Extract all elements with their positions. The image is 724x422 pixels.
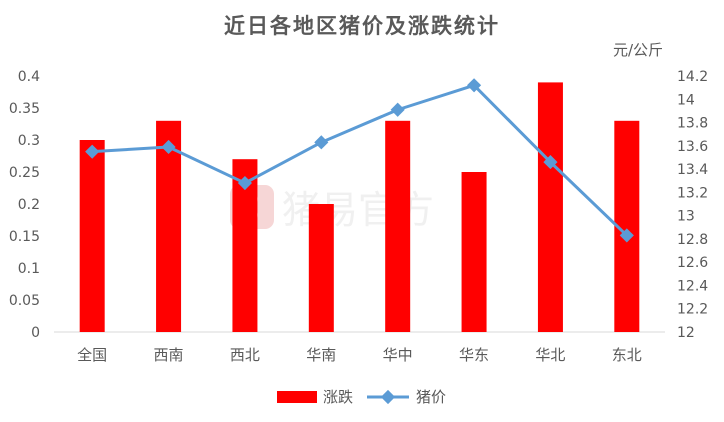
- left-axis-ticks: 0 0.05 0.1 0.15 0.2 0.25 0.3 0.35 0.4: [9, 69, 40, 341]
- price-point-4: [314, 135, 329, 150]
- price-point-8: [619, 228, 634, 243]
- right-tick-label: 13.6: [677, 139, 708, 155]
- chart-title: 近日各地区猪价及涨跌统计: [224, 13, 500, 38]
- bar-5: [385, 120, 411, 332]
- bar-7: [537, 82, 563, 333]
- category-label: 华南: [306, 346, 336, 364]
- right-tick-label: 14: [677, 92, 695, 108]
- bar-1: [79, 140, 105, 332]
- legend-label-zhangdie: 涨跌: [323, 388, 353, 406]
- bar-2: [156, 120, 182, 332]
- category-label: 全国: [77, 346, 107, 364]
- right-tick-label: 12.8: [677, 232, 708, 248]
- left-tick-label: 0.05: [9, 293, 40, 309]
- price-point-5: [390, 102, 405, 117]
- category-label: 华中: [383, 346, 413, 364]
- plot-area: [54, 78, 665, 333]
- price-point-2: [161, 139, 176, 155]
- price-point-3: [237, 175, 253, 191]
- left-tick-label: 0.25: [9, 165, 40, 181]
- watermark-text: 猪易官方: [282, 188, 434, 232]
- left-tick-label: 0.2: [18, 197, 40, 213]
- right-tick-label: 13.4: [677, 162, 708, 178]
- right-tick-label: 12.6: [677, 255, 708, 271]
- price-line: [92, 83, 628, 237]
- category-axis-labels: 全国 西南 西北 华南 华中 华东 华北 东北: [77, 346, 642, 364]
- category-label: 西北: [230, 346, 260, 364]
- left-tick-label: 0.4: [18, 69, 40, 85]
- right-tick-label: 12.2: [677, 302, 708, 318]
- bar-4: [308, 204, 334, 332]
- left-tick-label: 0.1: [18, 261, 40, 277]
- left-tick-label: 0.3: [18, 133, 40, 149]
- right-tick-label: 13.2: [677, 185, 708, 201]
- left-tick-label: 0.15: [9, 229, 40, 245]
- category-label: 东北: [612, 346, 642, 364]
- left-tick-label: 0: [31, 325, 40, 341]
- legend-swatch-zhujia-marker: [380, 389, 396, 405]
- left-tick-label: 0.35: [9, 101, 40, 117]
- right-tick-label: 13: [677, 209, 695, 225]
- category-label: 华北: [535, 346, 565, 364]
- price-point-7: [543, 155, 558, 170]
- right-axis-unit: 元/公斤: [613, 41, 663, 59]
- legend-label-zhujia: 猪价: [416, 388, 446, 406]
- right-tick-label: 14.2: [677, 69, 708, 85]
- right-tick-label: 13.8: [677, 116, 708, 132]
- category-label: 华东: [459, 346, 489, 364]
- right-axis-ticks: 12 12.2 12.4 12.6 12.8 13 13.2 13.4 13.6 13.8 14 14…: [677, 69, 708, 341]
- legend: 涨跌 猪价: [277, 388, 446, 406]
- category-label: 西南: [154, 346, 184, 364]
- right-tick-label: 12.4: [677, 278, 708, 294]
- price-point-6: [466, 78, 482, 93]
- legend-swatch-zhangdie: [277, 391, 317, 403]
- bar-6: [461, 172, 487, 332]
- right-tick-label: 12: [677, 325, 695, 341]
